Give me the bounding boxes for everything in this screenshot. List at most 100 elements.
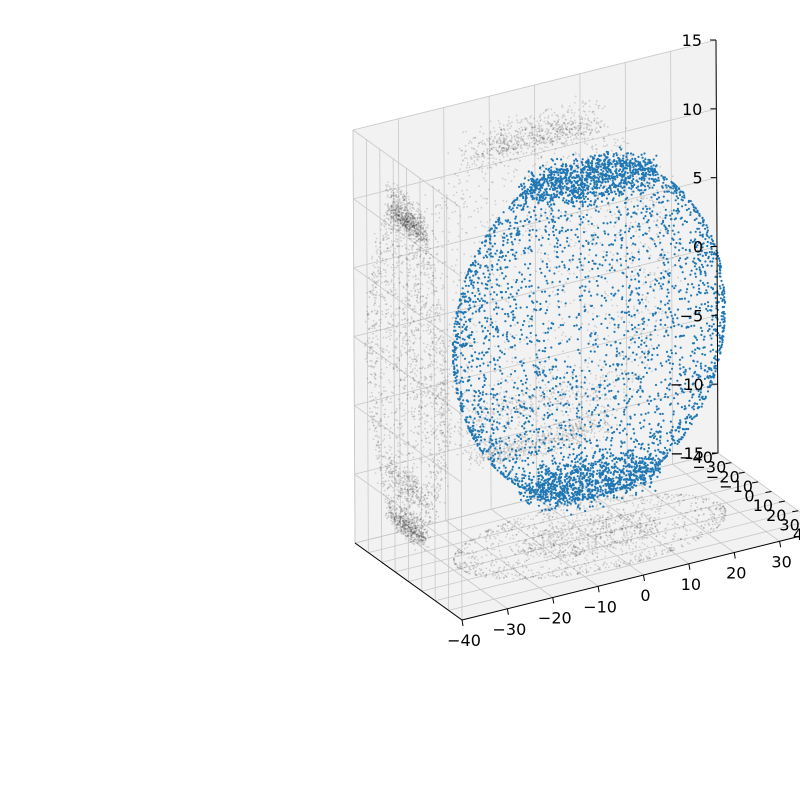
shadow-point xyxy=(379,375,382,378)
shadow-point xyxy=(658,495,661,497)
shadow-point xyxy=(609,398,612,401)
shadow-point xyxy=(387,247,390,250)
shadow-point xyxy=(416,385,418,388)
shadow-point xyxy=(497,524,500,527)
shadow-point xyxy=(379,257,381,260)
shadow-point xyxy=(426,267,429,269)
shadow-point xyxy=(607,518,610,521)
shadow-point xyxy=(388,335,390,338)
shadow-point xyxy=(402,237,405,240)
shadow-point xyxy=(575,554,578,557)
shadow-point xyxy=(385,279,388,282)
shadow-point xyxy=(378,294,381,297)
shadow-point xyxy=(484,443,486,445)
shadow-point xyxy=(499,458,502,461)
shadow-point xyxy=(638,546,641,548)
shadow-point xyxy=(464,542,466,545)
shadow-point xyxy=(432,485,435,488)
shadow-point xyxy=(577,563,579,566)
shadow-point xyxy=(471,394,474,397)
shadow-point xyxy=(708,509,711,511)
shadow-point xyxy=(656,233,658,236)
shadow-point xyxy=(443,501,446,504)
shadow-point xyxy=(476,308,478,311)
shadow-point xyxy=(544,551,547,554)
shadow-point xyxy=(671,524,674,526)
shadow-point xyxy=(375,322,378,324)
shadow-point xyxy=(607,536,609,538)
shadow-point xyxy=(375,329,378,332)
shadow-point xyxy=(484,537,486,539)
shadow-point xyxy=(451,211,454,214)
shadow-point xyxy=(635,509,638,512)
shadow-point xyxy=(440,388,443,390)
shadow-point xyxy=(497,542,500,545)
shadow-point xyxy=(637,208,639,211)
shadow-point xyxy=(416,396,418,399)
shadow-point xyxy=(408,231,411,234)
shadow-point xyxy=(586,156,589,159)
shadow-point xyxy=(624,268,627,270)
shadow-point xyxy=(382,477,384,479)
shadow-point xyxy=(682,527,685,529)
shadow-point xyxy=(415,398,417,400)
shadow-point xyxy=(403,507,406,510)
shadow-point xyxy=(653,240,655,243)
shadow-point xyxy=(459,215,462,217)
shadow-point xyxy=(380,223,383,226)
shadow-point xyxy=(555,403,558,405)
shadow-point xyxy=(384,471,387,474)
shadow-point xyxy=(383,372,385,375)
shadow-point xyxy=(514,145,516,148)
shadow-point xyxy=(499,553,502,556)
shadow-point xyxy=(440,207,443,210)
shadow-point xyxy=(475,551,478,554)
shadow-point xyxy=(702,526,705,529)
shadow-point xyxy=(444,351,447,354)
shadow-point xyxy=(371,327,374,330)
shadow-point xyxy=(609,517,611,520)
shadow-point xyxy=(615,236,617,239)
shadow-point xyxy=(495,164,498,167)
shadow-point xyxy=(638,253,641,255)
shadow-point xyxy=(426,301,428,304)
shadow-point xyxy=(374,299,377,302)
shadow-point xyxy=(452,316,455,319)
shadow-point xyxy=(413,391,415,394)
shadow-point xyxy=(539,522,542,524)
shadow-point xyxy=(510,134,513,137)
shadow-point xyxy=(422,264,425,267)
shadow-point xyxy=(562,155,565,158)
shadow-point xyxy=(636,199,639,202)
shadow-point xyxy=(500,234,503,237)
shadow-point xyxy=(513,253,516,255)
shadow-point xyxy=(449,436,452,438)
shadow-point xyxy=(637,312,640,315)
shadow-point xyxy=(409,238,412,240)
shadow-point xyxy=(490,553,492,556)
shadow-point xyxy=(535,527,538,530)
shadow-point xyxy=(444,200,447,203)
shadow-point xyxy=(438,449,441,452)
shadow-point xyxy=(424,515,427,517)
shadow-point xyxy=(408,452,410,455)
shadow-point xyxy=(398,422,401,425)
shadow-point xyxy=(462,435,465,438)
shadow-point xyxy=(396,337,399,340)
shadow-point xyxy=(374,343,377,345)
shadow-point xyxy=(425,511,427,514)
shadow-point xyxy=(438,189,440,192)
shadow-point xyxy=(648,557,650,560)
shadow-point xyxy=(641,502,644,505)
shadow-point xyxy=(374,241,377,243)
shadow-point xyxy=(433,465,436,468)
shadow-point xyxy=(376,444,379,446)
shadow-point xyxy=(508,521,511,523)
shadow-point xyxy=(421,283,424,286)
shadow-point xyxy=(640,332,642,335)
shadow-point xyxy=(431,504,434,506)
shadow-point xyxy=(629,513,632,516)
shadow-point xyxy=(438,312,441,315)
shadow-point xyxy=(406,497,408,500)
shadow-point xyxy=(429,384,432,387)
